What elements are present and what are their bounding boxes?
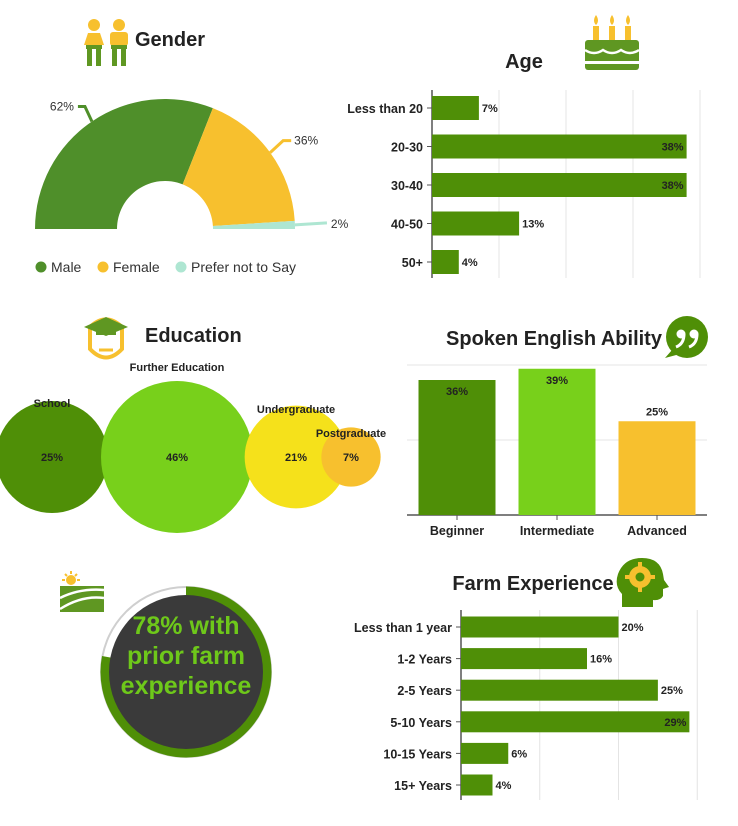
bubble-value-label: 46% [166,452,188,464]
value-label: 4% [496,780,512,792]
farm-experience-panel: Farm Experience Less than 1 year 20% 1-2 Y… [354,558,698,800]
farm-title: Farm Experience [452,573,613,595]
category-label: 20-30 [391,141,423,155]
category-label: 1-2 Years [397,653,452,667]
bar-less-than-1-year [461,616,619,638]
legend-dot-female [97,261,109,273]
farm-field-icon [59,571,105,612]
head-gear-icon [616,558,669,607]
age-title: Age [505,51,543,73]
bubble-category-label: Further Education [130,362,225,374]
gender-slice-female [182,108,295,226]
value-label: 4% [462,257,478,269]
value-label: 16% [590,654,612,666]
speech-bubble-icon [665,316,708,358]
bar-less-than-20 [432,96,479,120]
prior-line-3: experience [121,672,252,700]
value-label: 29% [664,717,686,729]
prior-line-1: 78% with [133,612,240,640]
bubble-value-label: 7% [343,452,359,464]
bubble-category-label: Postgraduate [316,428,386,440]
category-label: 10-15 Years [383,747,452,761]
bar-50 [432,250,459,274]
education-title: Education [145,325,242,347]
gender-legend: Male Female Prefer not to Say [35,259,296,275]
bar-10-15-years [461,742,509,764]
category-label: Less than 20 [347,102,423,116]
category-label: Beginner [430,524,484,538]
bar-1-2-years [461,648,587,670]
gender-panel: Gender 62% 36% 2% Male Female Prefer not to … [35,19,349,275]
bubble-value-label: 25% [41,452,63,464]
english-title: Spoken English Ability [446,328,663,350]
education-bubble-chart: 25% School 46% Further Education 21% Undergra… [0,362,386,533]
value-label: 25% [661,685,683,697]
gender-leader-line [294,221,328,227]
gender-slice-prefer-not-to-say [212,220,295,229]
age-panel: Age Less than 20 7% 20-30 38% 30-40 38% 40-50 1… [347,15,701,278]
bar-advanced [618,421,696,515]
category-label: 40-50 [391,218,423,232]
prior-line-2: prior farm [127,642,245,670]
value-label: 38% [662,180,684,192]
people-icon [84,19,128,66]
bubble-postgraduate [321,427,381,487]
english-panel: Spoken English Ability 36% Beginner 39% Int… [407,316,708,538]
value-label: 7% [482,103,498,115]
gender-leader-line [269,139,292,154]
age-bar-chart: Less than 20 7% 20-30 38% 30-40 38% 40-50 13% 50… [347,90,701,278]
graduation-cap-icon [84,317,128,360]
bar-15-years [461,774,493,796]
category-label: Less than 1 year [354,621,452,635]
bar-intermediate [518,368,596,515]
category-label: 15+ Years [394,779,452,793]
value-label: 13% [522,219,544,231]
prior-experience-panel: 78% with prior farm experience [59,571,272,758]
category-label: Intermediate [520,524,594,538]
bubble-category-label: School [34,398,71,410]
gender-leader-line [77,104,94,123]
bar-30-40 [432,173,687,197]
bar-40-50 [432,211,520,236]
value-label: 36% [446,386,468,398]
value-label: 39% [546,375,568,387]
birthday-cake-icon [584,15,640,70]
category-label: 50+ [402,256,423,270]
value-label: 25% [646,406,668,418]
legend-dot-male [35,261,47,273]
legend-label-male: Male [51,259,82,275]
legend-label-female: Female [113,259,160,275]
bar-2-5-years [461,679,658,701]
bubble-category-label: Undergraduate [257,404,335,416]
farm-bar-chart: Less than 1 year 20% 1-2 Years 16% 2-5 Years… [354,610,698,800]
bubble-value-label: 21% [285,452,307,464]
category-label: 30-40 [391,179,423,193]
gender-slice-male [35,99,213,229]
category-label: 2-5 Years [397,684,452,698]
value-label: 20% [622,622,644,634]
category-label: 5-10 Years [390,716,452,730]
category-label: Advanced [627,524,687,538]
value-label: 6% [511,748,527,760]
prior-ring [100,586,272,758]
gender-value-label: 62% [50,99,74,113]
legend-label-prefer-not-to-say: Prefer not to Say [191,259,296,275]
bar-5-10-years [461,711,690,733]
gender-title: Gender [135,29,205,51]
gender-value-label: 2% [331,217,349,231]
gender-value-label: 36% [294,134,318,148]
legend-dot-prefer-not-to-say [175,261,187,273]
dark-circle [109,595,263,749]
bubble-undergraduate [244,405,348,509]
bubble-school [0,400,109,514]
value-label: 38% [662,142,684,154]
gender-half-donut: 62% 36% 2% [35,99,349,231]
english-bar-chart: 36% Beginner 39% Intermediate 25% Advanced [407,364,707,538]
bubble-further-education [101,381,253,533]
bar-beginner [418,380,496,515]
bar-20-30 [432,134,687,159]
